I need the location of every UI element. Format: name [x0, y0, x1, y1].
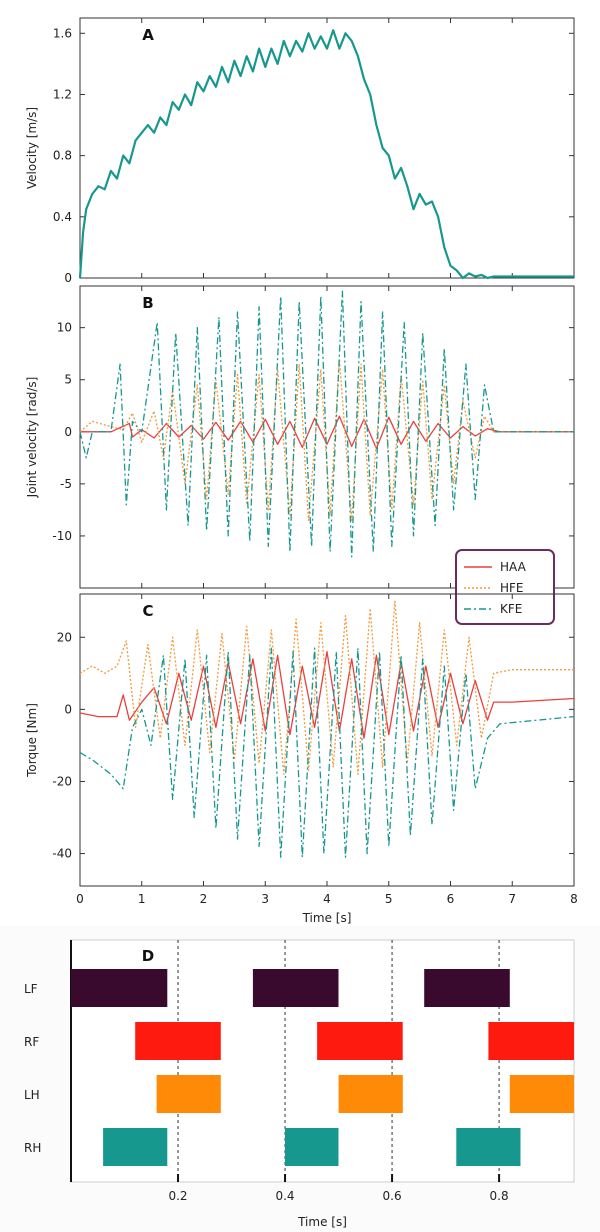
- legend-box: [455, 549, 555, 625]
- x-tick-label: 5: [385, 892, 393, 906]
- y-tick-label: -10: [52, 529, 72, 543]
- stance-bar-rf: [317, 1022, 403, 1060]
- stance-bar-rh: [285, 1128, 339, 1166]
- gantt-row-label-lf: LF: [24, 982, 38, 996]
- series-line-hfe: [79, 358, 574, 521]
- x-tick-label: 6: [447, 892, 455, 906]
- x-tick-label: 8: [570, 892, 578, 906]
- y-tick-label: 1.6: [53, 26, 72, 40]
- y-tick-label: 0.8: [53, 149, 72, 163]
- y-tick-label: 0.4: [53, 210, 72, 224]
- panel-a-velocity: 0 0.4 0.8 1.2 1.6 Velocity [m/s] A: [25, 17, 575, 285]
- stance-bar-lh: [338, 1075, 403, 1113]
- y-tick-label: 10: [57, 321, 72, 335]
- y-tick-label: 20: [57, 630, 72, 644]
- x-tick-label: 2: [200, 892, 208, 906]
- y-tick-label: -20: [52, 774, 72, 788]
- series-line-kfe: [79, 290, 574, 558]
- gantt-x-tick-label: 0.2: [168, 1189, 187, 1203]
- gantt-row-label-rf: RF: [24, 1035, 39, 1049]
- stance-bar-rf: [135, 1022, 221, 1060]
- y-axis-label: Velocity [m/s]: [25, 107, 39, 189]
- x-tick-label: 7: [508, 892, 516, 906]
- stance-bar-lh: [156, 1075, 221, 1113]
- y-tick-label: 0: [64, 425, 72, 439]
- x-tick-label: 4: [323, 892, 331, 906]
- panel-b-joint-velocity: -10 -5 0 5 10 Joint velocity [rad/s] B HAA HFE KF…: [25, 285, 575, 625]
- legend-label-hfe: HFE: [500, 581, 524, 595]
- series-line-velocity: [78, 29, 574, 280]
- x-axis-label: Time [s]: [302, 911, 352, 925]
- panel-d-gait-diagram: LF RF LH RH 0.2 0.4 0.6 0.8 Time [s] D: [0, 926, 600, 1232]
- stance-bar-lf: [252, 969, 339, 1007]
- y-tick-label: 5: [64, 373, 72, 387]
- stance-bar-lh: [509, 1075, 574, 1113]
- stance-bar-lf: [71, 969, 168, 1007]
- gantt-x-tick-label: 0.8: [490, 1189, 509, 1203]
- gantt-row-label-rh: RH: [24, 1141, 41, 1155]
- legend: HAA HFE KFE: [455, 549, 555, 625]
- series-line-hfe: [79, 600, 574, 775]
- panel-letter: D: [142, 947, 154, 965]
- y-tick-label: 0: [64, 702, 72, 716]
- stance-bar-rh: [456, 1128, 521, 1166]
- legend-label-kfe: KFE: [500, 602, 522, 616]
- y-axis-label: Joint velocity [rad/s]: [25, 377, 39, 499]
- panel-c-torque: -40 -20 0 20 0 1 2 3 4 5 6 7 8 Torque [Nm] Time [s] C: [25, 593, 578, 925]
- y-tick-label: -5: [60, 477, 72, 491]
- series-line-kfe: [79, 647, 575, 858]
- stance-bar-rf: [488, 1022, 574, 1060]
- panel-letter: B: [142, 294, 153, 312]
- gantt-x-tick-label: 0.6: [383, 1189, 402, 1203]
- x-tick-label: 3: [261, 892, 269, 906]
- plot-frame: [79, 17, 575, 279]
- x-tick-label: 0: [76, 892, 84, 906]
- y-tick-label: -40: [52, 847, 72, 861]
- gantt-x-tick-label: 0.4: [275, 1189, 294, 1203]
- legend-label-haa: HAA: [500, 560, 527, 574]
- x-tick-label: 1: [138, 892, 146, 906]
- stance-bar-lf: [424, 969, 510, 1007]
- y-tick-label: 0: [64, 271, 72, 285]
- gantt-x-axis-label: Time [s]: [297, 1215, 347, 1229]
- plot-frame: [79, 593, 575, 887]
- panel-letter: A: [142, 26, 154, 44]
- y-axis-label: Torque [Nm]: [25, 703, 39, 778]
- panel-letter: C: [142, 602, 153, 620]
- stance-bar-rh: [103, 1128, 168, 1166]
- y-tick-label: 1.2: [53, 87, 72, 101]
- gantt-row-label-lh: LH: [24, 1088, 40, 1102]
